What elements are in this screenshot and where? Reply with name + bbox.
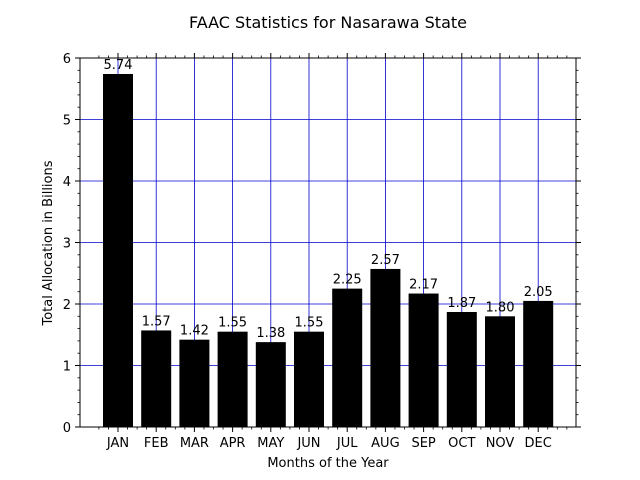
data-label-oct: 1.87: [447, 296, 476, 311]
y-tick-label: 6: [63, 52, 71, 67]
x-tick-label-dec: DEC: [525, 436, 552, 451]
data-label-jul: 2.25: [333, 273, 362, 288]
data-label-jun: 1.55: [295, 316, 324, 331]
bar-feb: [141, 330, 172, 427]
bar-jun: [294, 331, 324, 427]
data-label-jan: 5.74: [104, 58, 133, 73]
y-axis-label: Total Allocation in Billions: [41, 160, 56, 326]
x-axis-label: Months of the Year: [267, 456, 389, 471]
bar-nov: [485, 316, 515, 427]
bar-dec: [523, 300, 554, 427]
ticks: [75, 53, 581, 432]
x-tick-label-apr: APR: [220, 436, 246, 451]
y-tick-label: 2: [63, 298, 71, 313]
x-tick-label-mar: MAR: [180, 436, 209, 451]
labels: 5.74 1.57 1.42 1.55 1.38 1.55 2.25 2.57 2.17 1.87…: [63, 52, 553, 451]
x-tick-label-jun: JUN: [296, 436, 320, 451]
x-tick-label-oct: OCT: [448, 436, 475, 451]
data-label-aug: 2.57: [371, 253, 400, 268]
data-label-may: 1.38: [256, 326, 285, 341]
data-label-feb: 1.57: [142, 314, 171, 329]
x-tick-label-may: MAY: [257, 436, 284, 451]
chart-title: FAAC Statistics for Nasarawa State: [189, 13, 467, 32]
y-tick-label: 0: [63, 421, 71, 436]
data-label-nov: 1.80: [486, 300, 515, 315]
y-tick-label: 3: [63, 237, 71, 252]
bar-may: [255, 342, 286, 427]
x-tick-label-nov: NOV: [486, 436, 515, 451]
data-label-dec: 2.05: [524, 285, 553, 300]
bar-mar: [179, 339, 210, 427]
bar-jan: [103, 73, 133, 428]
y-tick-label: 5: [63, 114, 71, 129]
data-label-sep: 2.17: [409, 278, 438, 293]
bar-apr: [217, 331, 248, 427]
bar-sep: [408, 293, 439, 427]
y-tick-label: 4: [63, 175, 71, 190]
x-tick-label-jan: JAN: [106, 436, 129, 451]
x-tick-label-jul: JUL: [336, 436, 358, 451]
x-tick-label-sep: SEP: [411, 436, 435, 451]
x-tick-label-aug: AUG: [371, 436, 399, 451]
data-label-apr: 1.55: [218, 316, 247, 331]
bars: [103, 73, 554, 428]
data-label-mar: 1.42: [180, 324, 209, 339]
bar-oct: [446, 311, 477, 427]
bar-aug: [370, 268, 401, 427]
y-tick-label: 1: [63, 360, 71, 375]
bar-jul: [332, 288, 363, 427]
x-tick-label-feb: FEB: [144, 436, 169, 451]
